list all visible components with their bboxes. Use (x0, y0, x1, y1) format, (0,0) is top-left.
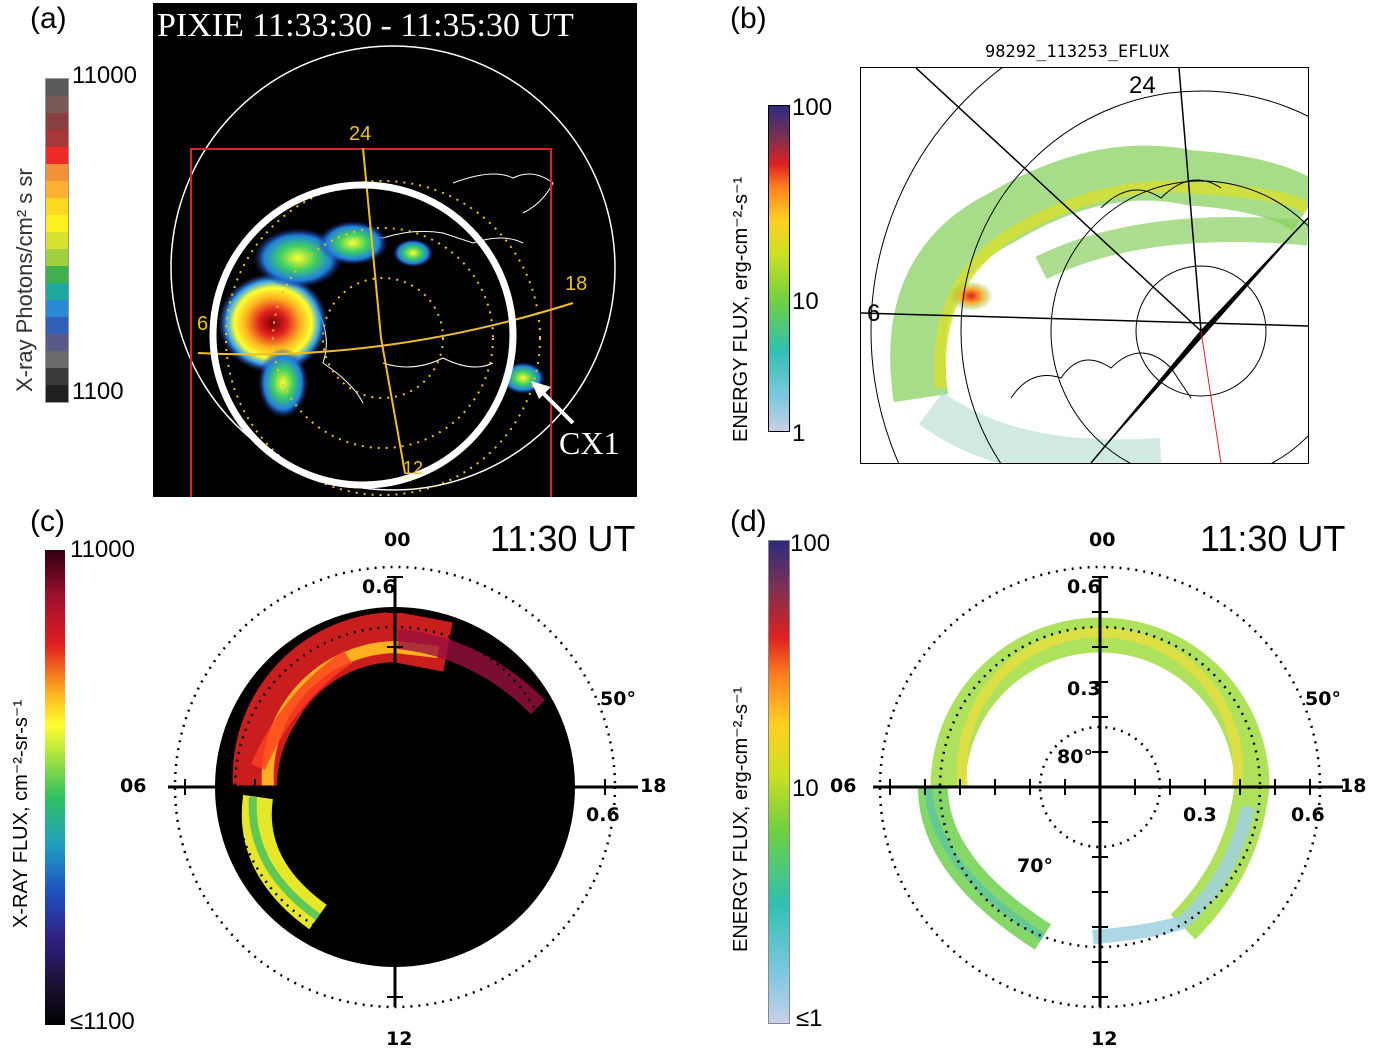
colorbar-segment (46, 164, 68, 181)
panel-a-cb-title: X-ray Photons/cm² s sr (12, 168, 37, 392)
panel-d-polar-plot (873, 565, 1343, 1009)
panel-c-lat-70: 70° (312, 855, 348, 877)
panel-d-time: 11:30 UT (1200, 518, 1346, 559)
panel-d-lat-80: 80° (1057, 746, 1093, 768)
colorbar-segment (46, 130, 68, 147)
panel-d-lat-70: 70° (1017, 855, 1053, 877)
panel-c-mlt-18: 18 (640, 775, 667, 797)
panel-d-rtick-top-03: 0.3 (1067, 678, 1101, 700)
panel-b-cb-title: ENERGY FLUX, erg-cm⁻²-s⁻¹ (730, 176, 752, 442)
panel-a-image: PIXIE 11:33:30 - 11:35:30 UT 24 18 6 12 … (153, 3, 637, 497)
colorbar-segment (46, 198, 68, 215)
panel-a-annotation-cx1: CX1 (559, 425, 620, 461)
panel-a-mlt-6: 6 (197, 313, 209, 335)
panel-d-cb-tick-1: ≤1 (796, 1005, 823, 1032)
panel-b-cb-tick-1: 1 (792, 420, 806, 447)
panel-d-rtick-top-06: 0.6 (1067, 576, 1101, 598)
panel-d-lat-50: 50° (1305, 688, 1341, 710)
panel-b-image: 24 6 (860, 67, 1309, 464)
colorbar-segment (46, 283, 68, 300)
panel-d-rtick-right-03: 0.3 (1183, 804, 1217, 826)
colorbar-segment (46, 147, 68, 164)
panel-d-cb-title: ENERGY FLUX, erg-cm⁻²-s⁻¹ (730, 686, 752, 952)
colorbar-segment (46, 79, 68, 96)
colorbar-segment (46, 181, 68, 198)
panel-c-lat-80: 80° (352, 746, 388, 768)
panel-c-rtick-top-03: 0.3 (362, 678, 396, 700)
panel-c-rtick-right-03: 0.3 (478, 804, 512, 826)
panel-c-polar-plot (168, 565, 638, 1009)
panel-d-label: (d) (730, 505, 767, 538)
panel-c-label: (c) (30, 505, 65, 538)
panel-c-cb-min: ≤1100 (70, 1008, 135, 1035)
panel-b-cb-tick-100: 100 (792, 94, 833, 121)
colorbar-segment (46, 300, 68, 317)
panel-b-cb-tick-10: 10 (792, 288, 819, 315)
panel-c-colorbar (45, 550, 65, 1025)
panel-c-time: 11:30 UT (490, 518, 636, 559)
colorbar-segment (46, 113, 68, 130)
panel-c-cb-max: 11000 (70, 536, 135, 563)
panel-c-rtick-top-06: 0.6 (362, 576, 396, 598)
colorbar-segment (46, 351, 68, 368)
colorbar-segment (46, 334, 68, 351)
panel-c-mlt-00: 00 (384, 529, 411, 551)
panel-d-mlt-12: 12 (1091, 1028, 1118, 1050)
colorbar-segment (46, 317, 68, 334)
colorbar-segment (46, 249, 68, 266)
panel-c-mlt-06: 06 (120, 775, 147, 797)
panel-b-mlt-24: 24 (1129, 72, 1156, 99)
colorbar-segment (46, 385, 68, 402)
panel-b-title: 98292_113253_EFLUX (985, 42, 1170, 62)
panel-b-label: (b) (730, 2, 767, 35)
panel-d-rtick-right-06: 0.6 (1291, 804, 1325, 826)
panel-b-colorbar (768, 105, 790, 432)
panel-a-label: (a) (30, 2, 67, 35)
panel-d-mlt-06: 06 (830, 775, 857, 797)
panel-d-cb-tick-10: 10 (792, 775, 819, 802)
panel-d-cb-tick-100: 100 (790, 530, 831, 557)
panel-c-lat-50: 50° (600, 688, 636, 710)
panel-c-rtick-right-06: 0.6 (586, 804, 620, 826)
colorbar-segment (46, 266, 68, 283)
colorbar-segment (46, 96, 68, 113)
panel-c-cb-title: X-RAY FLUX, cm⁻²-sr-s⁻¹ (10, 699, 32, 928)
panel-c-mlt-12: 12 (386, 1028, 413, 1050)
panel-a-cb-max: 11000 (72, 62, 137, 89)
panel-d-mlt-18: 18 (1340, 775, 1367, 797)
panel-d-colorbar (768, 540, 790, 1024)
panel-a-mlt-18: 18 (565, 273, 588, 295)
panel-a-colorbar (45, 78, 69, 403)
panel-b-mlt-6: 6 (867, 300, 881, 327)
colorbar-segment (46, 215, 68, 232)
panel-a-mlt-24: 24 (349, 123, 372, 145)
panel-a-title: PIXIE 11:33:30 - 11:35:30 UT (157, 7, 574, 44)
panel-a-cb-min: 1100 (72, 378, 124, 405)
panel-a-mlt-12: 12 (403, 458, 424, 478)
colorbar-segment (46, 368, 68, 385)
colorbar-segment (46, 232, 68, 249)
panel-d-mlt-00: 00 (1089, 529, 1116, 551)
